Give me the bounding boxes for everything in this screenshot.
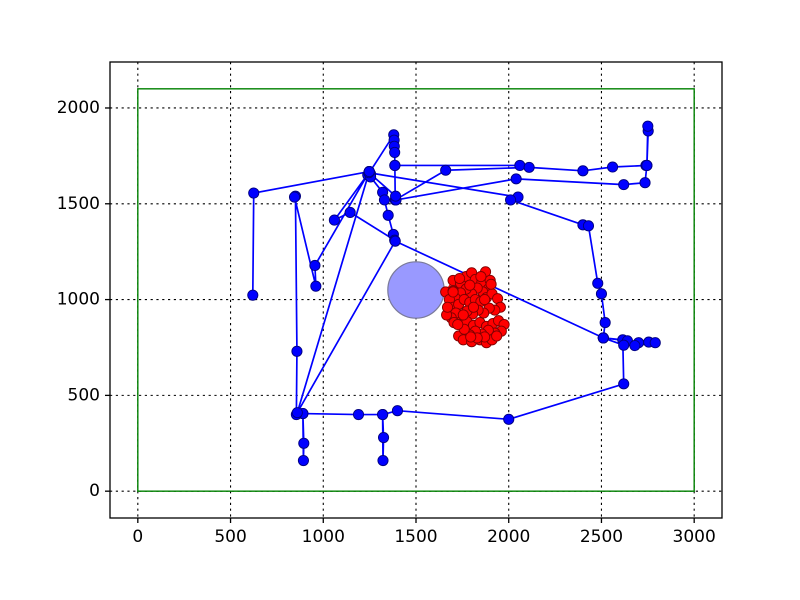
x-tick-label: 3000	[673, 527, 716, 547]
trajectory-point	[592, 277, 604, 289]
cluster-point	[464, 279, 476, 291]
trajectory-point	[505, 194, 517, 206]
trajectory-point	[391, 405, 404, 417]
trajectory-point	[597, 332, 609, 344]
series-trajectory	[247, 120, 661, 467]
trajectory-point	[582, 220, 595, 232]
boundary-rectangle	[137, 88, 695, 492]
series-dense-cluster	[440, 266, 510, 349]
y-tick-label: 1500	[57, 194, 100, 214]
trajectory-point	[599, 317, 611, 329]
trajectory-point	[618, 378, 630, 390]
cluster-point	[441, 301, 454, 313]
trajectory-point	[629, 340, 641, 352]
x-tick-label: 500	[214, 527, 246, 547]
trajectory-point	[389, 235, 401, 247]
trajectory-point	[577, 165, 589, 177]
trajectory-point	[248, 187, 260, 199]
trajectory-point	[390, 190, 402, 202]
x-tick-label: 1500	[394, 527, 437, 547]
target-region-circle	[387, 261, 445, 319]
trajectory-point	[291, 407, 303, 419]
trajectory-point	[595, 288, 608, 300]
trajectory-point	[309, 259, 321, 272]
trajectory-point	[523, 161, 535, 173]
trajectory-point	[641, 159, 653, 172]
trajectory-point	[377, 408, 389, 421]
trajectory-point	[298, 437, 310, 449]
trajectory-point	[363, 166, 375, 178]
trajectory-point	[328, 214, 340, 226]
trajectory-point	[352, 408, 365, 421]
x-axis-tick-labels: 0 500 1000 1500 2000 2500 3000	[132, 527, 715, 547]
trajectory-point	[377, 454, 389, 467]
trajectory-point	[389, 159, 401, 172]
y-tick-label: 0	[89, 481, 100, 501]
cluster-point	[491, 330, 503, 342]
trajectory-point	[291, 345, 303, 357]
x-tick-label: 0	[132, 527, 143, 547]
trajectory-point	[618, 339, 630, 351]
trajectory-point	[503, 413, 515, 425]
cluster-point	[479, 294, 491, 306]
y-tick-label: 2000	[57, 98, 100, 118]
trajectory-point	[247, 289, 259, 301]
trajectory-point	[344, 206, 356, 218]
trajectory-point	[389, 146, 401, 158]
trajectory-point	[297, 454, 309, 467]
cluster-point	[485, 278, 497, 290]
trajectory-point	[382, 209, 394, 221]
trajectory-point	[288, 191, 301, 203]
y-tick-label: 1000	[57, 290, 100, 310]
target-region-circle	[387, 261, 445, 319]
x-tick-label: 2500	[580, 527, 623, 547]
trajectory-point	[618, 179, 630, 191]
cluster-point	[475, 271, 487, 283]
cluster-point	[465, 331, 477, 343]
trajectory-point	[639, 177, 651, 189]
cluster-point	[454, 272, 466, 285]
cluster-point	[457, 309, 469, 321]
trajectory-point	[377, 431, 390, 444]
axis-frame	[105, 61, 723, 523]
x-tick-label: 2000	[487, 527, 530, 547]
trajectory-point	[649, 337, 661, 349]
y-tick-label: 500	[68, 385, 100, 405]
y-axis-tick-labels: 0 500 1000 1500 2000	[57, 98, 100, 501]
cluster-point	[447, 286, 459, 298]
trajectory-point	[607, 161, 619, 173]
cluster-point	[452, 318, 464, 331]
annotation-shapes	[137, 88, 695, 492]
trajectory-point	[440, 164, 452, 176]
trajectory-point	[514, 159, 526, 172]
cluster-point	[467, 301, 480, 313]
trajectory-point	[510, 173, 522, 185]
trajectory-point	[378, 194, 391, 206]
trajectory-point	[310, 280, 322, 292]
trajectory-point	[642, 120, 654, 132]
x-tick-label: 1000	[302, 527, 345, 547]
